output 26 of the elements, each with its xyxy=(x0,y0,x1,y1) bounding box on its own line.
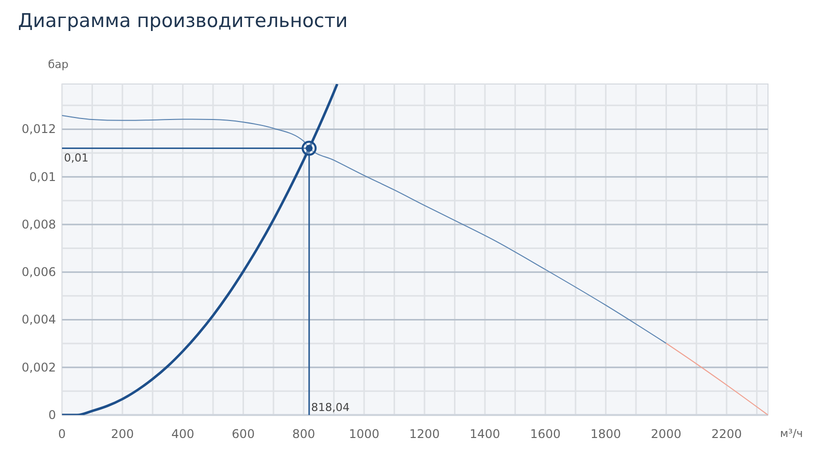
y-tick-label: 0 xyxy=(48,408,56,422)
line-series xyxy=(666,342,768,415)
y-tick-label: 0,002 xyxy=(22,360,56,374)
x-axis-title: м³/ч xyxy=(780,427,803,440)
x-tick-label: 1000 xyxy=(348,427,380,441)
x-tick-label: 1400 xyxy=(470,427,500,441)
x-tick-label: 2200 xyxy=(711,427,742,441)
y-tick-label: 0,004 xyxy=(22,312,56,327)
chart-title: Диаграмма производительности xyxy=(18,10,348,32)
x-tick-label: 2000 xyxy=(650,427,682,441)
x-tick-label: 1800 xyxy=(590,427,622,441)
y-tick-label: 0,008 xyxy=(22,217,56,232)
y-tick-label: 0,006 xyxy=(22,265,56,280)
x-tick-label: 600 xyxy=(232,427,255,441)
y-tick-label: 0,012 xyxy=(22,122,56,136)
y-tick-label: 0,01 xyxy=(29,170,56,184)
ref-line-label: 0,01 xyxy=(64,151,88,164)
x-tick-label: 200 xyxy=(110,427,134,441)
ref-line-label: 818,04 xyxy=(311,401,350,414)
x-tick-label: 1200 xyxy=(409,427,440,441)
x-tick-label: 1600 xyxy=(530,427,561,441)
x-tick-label: 0 xyxy=(58,427,66,441)
x-tick-label: 800 xyxy=(292,427,316,441)
x-tick-label: 400 xyxy=(171,427,194,441)
y-axis-title: бар xyxy=(48,58,69,71)
line-series xyxy=(62,114,667,344)
